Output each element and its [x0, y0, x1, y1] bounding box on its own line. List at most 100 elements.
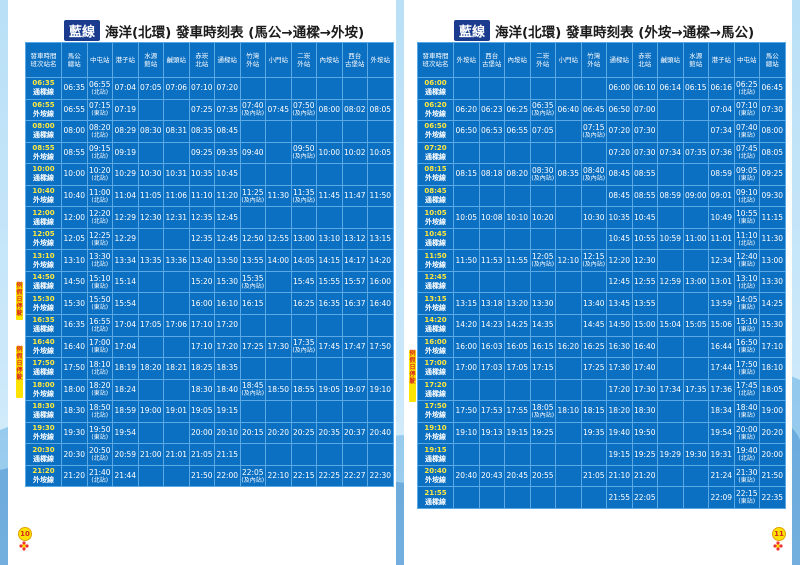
route-name: 外垵線: [425, 217, 446, 226]
route-name: 通樑線: [33, 368, 54, 377]
time-cell: [478, 141, 505, 165]
time-cell: 10:31: [163, 163, 190, 186]
time-cell: [239, 314, 266, 337]
time-cell: [163, 98, 190, 122]
timetable-table: 發車時間 班次站名 馬公 總站 中屯站 港子站 水源 館站 鹹頭站 赤崁 北站 通樑站 竹灣 外…: [25, 42, 394, 488]
time-cell: 06:23: [478, 98, 505, 122]
time-cell: [265, 400, 292, 423]
time-cell: 07:04: [112, 77, 139, 100]
time-cell: 08:20 (北站): [86, 120, 113, 143]
table-row: 13:10 外垵線 13:10 13:30 (北站) 13:34 13:35 13:36 13:…: [25, 249, 394, 272]
departure-cell: 20:30 通樑線: [25, 443, 62, 466]
time-cell: 21:24: [708, 464, 735, 488]
header-station: 通樑站: [214, 42, 241, 78]
time-cell: 16:25: [580, 335, 607, 359]
page-number: 10: [18, 527, 32, 541]
time-cell: 15:14: [112, 270, 139, 294]
time-cell: 16:35: [61, 314, 88, 337]
table-row: 10:40 外垵線 10:40 11:00 (北站) 11:04 11:05 11:06 11:…: [25, 184, 394, 208]
header-station: 西台 古堡站: [341, 42, 368, 78]
route-name: 外垵線: [33, 389, 54, 398]
time-cell: 17:35 (及內站): [290, 335, 317, 359]
time-cell: [504, 270, 531, 294]
departure-time: 06:20: [424, 100, 447, 109]
time-cell: [682, 400, 709, 423]
table-row: 19:10 外垵線 19:10 19:13 19:15 19:25 19:35 19:40 19…: [417, 421, 786, 445]
time-cell: [290, 314, 317, 337]
table-row: 14:20 通樑線 14:20 14:23 14:25 14:35 14:45 14:50 15…: [417, 314, 786, 337]
time-cell: 10:05: [367, 141, 394, 165]
cell-note: (及內站): [241, 390, 265, 398]
title-text: 海洋(北環) 發車時刻表 (外垵→通樑→馬公): [495, 24, 755, 41]
cell-note: (東站): [91, 347, 109, 355]
departure-cell: 11:50 外垵線: [417, 249, 454, 272]
time-cell: 19:30: [61, 421, 88, 445]
time-cell: 07:06: [163, 77, 190, 100]
time-cell: 21:20: [61, 464, 88, 488]
time-cell: 07:35: [214, 98, 241, 122]
time-cell: 07:19: [112, 98, 139, 122]
time-cell: [239, 163, 266, 186]
route-name: 外垵線: [33, 346, 54, 355]
time-cell: 13:10: [316, 227, 343, 251]
time-cell: 10:08: [478, 206, 505, 229]
departure-cell: 17:50 外垵線: [417, 400, 454, 423]
time-cell: 07:50 (及內站): [290, 98, 317, 122]
route-name: 外垵線: [425, 109, 446, 118]
time-cell: 07:04: [708, 98, 735, 122]
time-cell: [453, 141, 480, 165]
departure-cell: 18:00 外垵線: [25, 378, 62, 402]
time-cell: 17:47: [341, 335, 368, 359]
time-cell: 11:35 (及內站): [290, 184, 317, 208]
departure-cell: 10:00 通樑線: [25, 163, 62, 186]
time-cell: 19:10: [367, 378, 394, 402]
time-cell: [367, 206, 394, 229]
time-cell: 19:54: [112, 421, 139, 445]
time-cell: [504, 443, 531, 466]
time-cell: [504, 227, 531, 251]
time-cell: 14:25: [504, 314, 531, 337]
time-cell: 06:50: [453, 120, 480, 143]
time-cell: 14:05: [290, 249, 317, 272]
time-cell: [453, 270, 480, 294]
time-cell: [367, 163, 394, 186]
time-cell: 17:05: [137, 314, 164, 337]
header-station: 赤崁 北站: [188, 42, 215, 78]
header-station: 外垵站: [453, 42, 480, 78]
time-cell: [504, 77, 531, 100]
departure-cell: 12:05 外垵線: [25, 227, 62, 251]
route-name: 通樑線: [33, 454, 54, 463]
time-cell: 06:16: [708, 77, 735, 100]
departure-time: 06:00: [424, 79, 447, 88]
time-cell: [367, 314, 394, 337]
time-cell: 18:45 (及內站): [239, 378, 266, 402]
time-cell: [682, 249, 709, 272]
time-cell: [265, 443, 292, 466]
time-cell: 17:30: [631, 378, 658, 402]
time-cell: [290, 206, 317, 229]
time-cell: [341, 314, 368, 337]
time-cell: 17:30: [606, 357, 633, 380]
time-cell: 19:15: [606, 443, 633, 466]
route-name: 通樑線: [33, 88, 54, 97]
cell-note: (東站): [738, 261, 756, 269]
time-cell: [137, 335, 164, 359]
time-cell: [163, 292, 190, 316]
time-cell: 08:35: [555, 163, 582, 186]
time-cell: 20:43: [478, 464, 505, 488]
time-cell: 11:53: [478, 249, 505, 272]
time-cell: 17:03: [478, 357, 505, 380]
time-cell: [529, 141, 556, 165]
table-row: 17:00 通樑線 17:00 17:03 17:05 17:15 17:25 17:30 17…: [417, 357, 786, 380]
time-cell: [682, 163, 709, 186]
time-cell: [682, 292, 709, 316]
time-cell: 18:20: [137, 357, 164, 380]
cell-note: (北站): [91, 218, 109, 226]
time-cell: 15:20: [188, 270, 215, 294]
time-cell: 13:36: [163, 249, 190, 272]
time-cell: 17:50: [61, 357, 88, 380]
time-cell: 15:04: [657, 314, 684, 337]
time-cell: 18:24: [112, 378, 139, 402]
time-cell: 13:18: [478, 292, 505, 316]
cell-note: (北站): [738, 153, 756, 161]
